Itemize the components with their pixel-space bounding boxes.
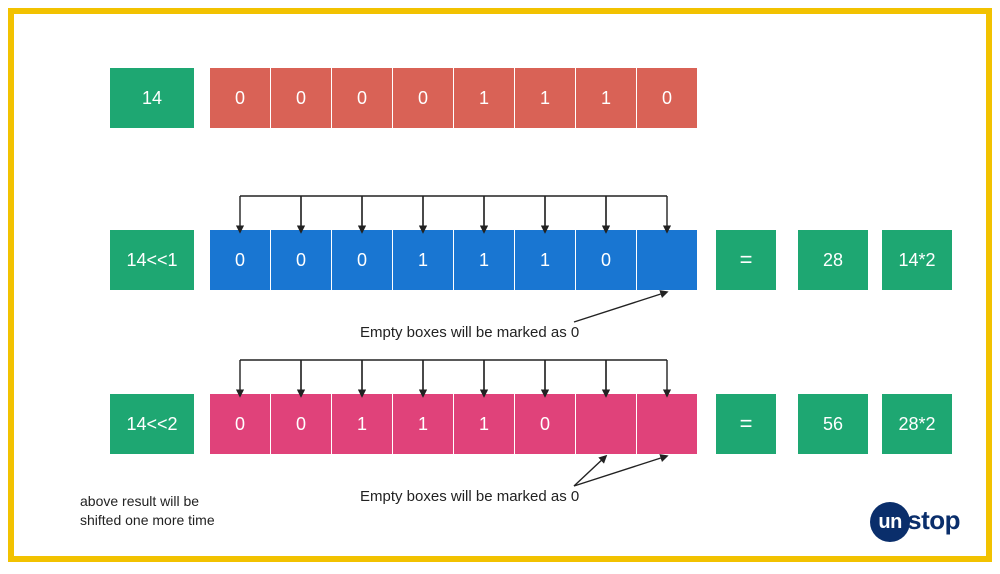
row3-label: 14<<2 [110,394,194,454]
row2-label: 14<<1 [110,230,194,290]
row1-bit-5: 1 [515,68,575,128]
row2-bit-1: 0 [271,230,331,290]
row3-bit-5: 0 [515,394,575,454]
row2-caption: Empty boxes will be marked as 0 [360,324,579,341]
row1-bit-6: 1 [576,68,636,128]
footer-note: above result will be shifted one more ti… [80,492,215,530]
row2-bit-2: 0 [332,230,392,290]
row1-bit-2: 0 [332,68,392,128]
row3-bit-1: 0 [271,394,331,454]
brand-logo: unstop [870,502,960,542]
row2-eq: = [716,230,776,290]
row3-bit-3: 1 [393,394,453,454]
row2-shift-arrows [200,188,708,234]
row2-bit-5: 1 [515,230,575,290]
row1-bit-1: 0 [271,68,331,128]
row2-formula: 14*2 [882,230,952,290]
row3-bit-6 [576,394,636,454]
row3-bit-4: 1 [454,394,514,454]
row1-bit-3: 0 [393,68,453,128]
logo-suffix: stop [907,505,960,535]
row1-bit-4: 1 [454,68,514,128]
row3-result: 56 [798,394,868,454]
row2-bit-7 [637,230,697,290]
row2-bit-0: 0 [210,230,270,290]
row3-bit-0: 0 [210,394,270,454]
row2-bit-6: 0 [576,230,636,290]
row3-shift-arrows [200,352,708,398]
row3-caption: Empty boxes will be marked as 0 [360,488,579,505]
row3-eq: = [716,394,776,454]
logo-prefix: un [870,502,910,542]
row1-bit-0: 0 [210,68,270,128]
row2-result: 28 [798,230,868,290]
row3-formula: 28*2 [882,394,952,454]
row3-bit-2: 1 [332,394,392,454]
row2-bit-4: 1 [454,230,514,290]
row1-label: 14 [110,68,194,128]
row3-bit-7 [637,394,697,454]
row1-bit-7: 0 [637,68,697,128]
row2-bit-3: 1 [393,230,453,290]
